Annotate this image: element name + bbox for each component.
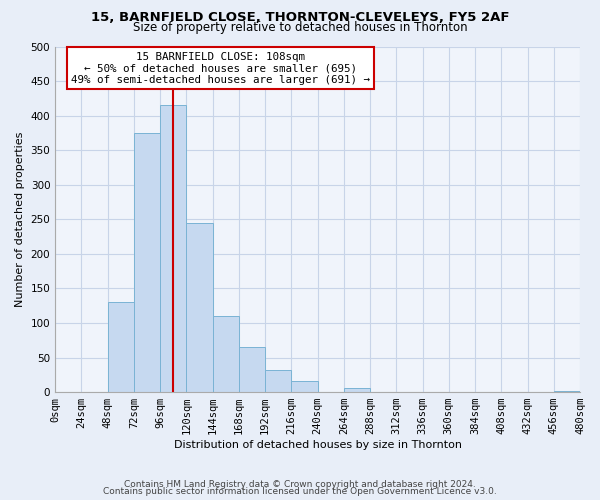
Bar <box>292 381 317 392</box>
Text: Size of property relative to detached houses in Thornton: Size of property relative to detached ho… <box>133 21 467 34</box>
Text: Contains HM Land Registry data © Crown copyright and database right 2024.: Contains HM Land Registry data © Crown c… <box>124 480 476 489</box>
Bar <box>265 370 292 392</box>
Bar <box>107 302 134 392</box>
Bar <box>187 222 212 392</box>
Text: 15, BARNFIELD CLOSE, THORNTON-CLEVELEYS, FY5 2AF: 15, BARNFIELD CLOSE, THORNTON-CLEVELEYS,… <box>91 11 509 24</box>
Y-axis label: Number of detached properties: Number of detached properties <box>15 132 25 307</box>
Text: Contains public sector information licensed under the Open Government Licence v3: Contains public sector information licen… <box>103 487 497 496</box>
Bar <box>344 388 370 392</box>
Text: 15 BARNFIELD CLOSE: 108sqm
← 50% of detached houses are smaller (695)
49% of sem: 15 BARNFIELD CLOSE: 108sqm ← 50% of deta… <box>71 52 370 85</box>
Bar <box>134 133 160 392</box>
Bar <box>554 390 580 392</box>
X-axis label: Distribution of detached houses by size in Thornton: Distribution of detached houses by size … <box>173 440 461 450</box>
Bar <box>160 105 187 392</box>
Bar <box>212 316 239 392</box>
Bar <box>239 347 265 392</box>
